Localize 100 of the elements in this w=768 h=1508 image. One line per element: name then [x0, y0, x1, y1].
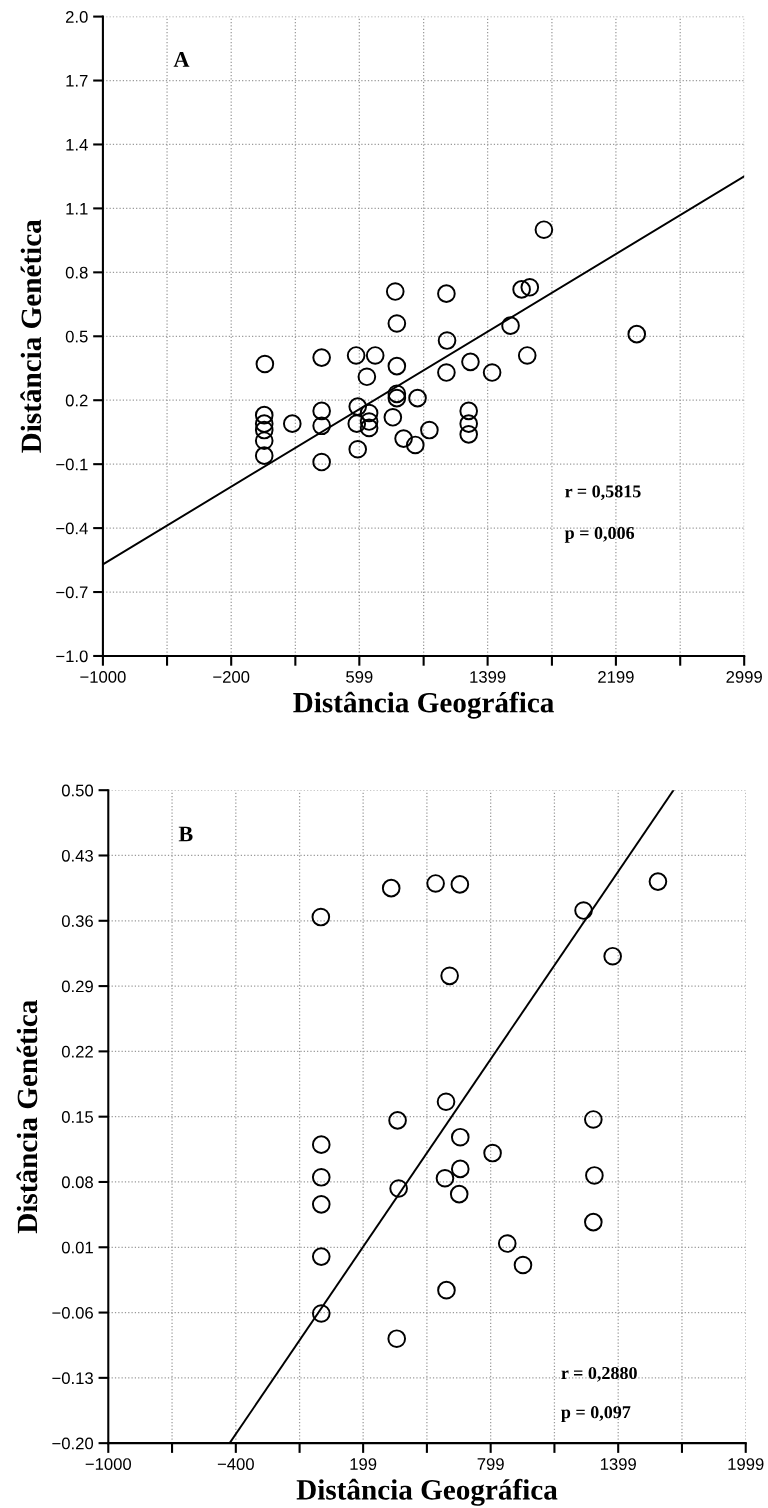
point [408, 388, 427, 408]
y-tick-label: 0.36 [61, 915, 93, 927]
point [311, 1135, 331, 1154]
point [440, 966, 459, 986]
x-tick-label: −400 [217, 1458, 254, 1470]
y-tick-label: −0.20 [52, 1437, 94, 1450]
y-tick-label: 0.5 [65, 330, 88, 343]
point [449, 1184, 469, 1204]
y-axis-title: Distância Genética [20, 219, 42, 453]
point [365, 346, 385, 365]
point [461, 352, 480, 372]
y-tick-label: −0.4 [56, 522, 88, 535]
point [254, 414, 274, 433]
point [254, 431, 274, 451]
x-tick-label: 2199 [598, 671, 634, 683]
point [517, 346, 537, 365]
annotation: B [178, 826, 193, 842]
point [282, 414, 302, 433]
point [359, 412, 379, 431]
point [312, 348, 331, 367]
point [436, 1092, 456, 1112]
point [648, 872, 668, 891]
point [311, 1168, 331, 1187]
point [512, 280, 531, 299]
point [254, 405, 274, 425]
annotation: p = 0,006 [564, 526, 635, 543]
point [534, 220, 554, 240]
y-tick-label: 0.08 [61, 1176, 93, 1189]
x-axis-title: Distância Geográfica [296, 1478, 558, 1506]
x-tick-label: −200 [213, 671, 250, 683]
point [584, 1110, 603, 1129]
y-tick-label: 0.29 [61, 980, 93, 993]
point [420, 420, 439, 440]
point [483, 1143, 502, 1163]
point [359, 418, 379, 438]
x-tick-label: 1999 [728, 1458, 764, 1470]
point [255, 354, 275, 374]
point [459, 425, 478, 444]
y-tick-label: −0.13 [52, 1372, 93, 1385]
point [348, 397, 368, 416]
point [501, 316, 520, 335]
x-tick-label: −1000 [80, 671, 126, 683]
point [347, 414, 367, 433]
point [387, 356, 407, 376]
point [357, 367, 377, 387]
point [381, 878, 401, 898]
point [426, 874, 445, 893]
point [497, 1234, 517, 1253]
x-tick-label: −1000 [85, 1458, 132, 1470]
x-tick-label: 1399 [600, 1458, 636, 1470]
point [311, 1304, 331, 1323]
point [394, 429, 413, 448]
point [435, 1168, 455, 1188]
point [405, 435, 425, 455]
y-tick-label: −0.7 [56, 586, 88, 599]
point [603, 946, 622, 966]
point [387, 314, 407, 333]
y-tick-label: 1.4 [66, 139, 88, 151]
point [437, 284, 456, 303]
point [312, 452, 331, 472]
point [459, 401, 478, 421]
point [450, 1159, 470, 1179]
point [482, 363, 502, 382]
point [437, 363, 456, 382]
annotation: r = 0,2880 [561, 1366, 637, 1382]
annotation: p = 0,097 [561, 1406, 631, 1422]
point [346, 346, 366, 365]
y-tick-label: 0.01 [61, 1241, 93, 1254]
point [520, 277, 540, 297]
y-tick-label: 1.7 [66, 75, 88, 87]
point [311, 1247, 331, 1266]
point [437, 1280, 456, 1300]
point [385, 282, 405, 301]
y-tick-label: 2.0 [66, 10, 88, 23]
point [359, 403, 379, 423]
x-tick-label: 2999 [726, 671, 762, 683]
x-tick-label: 599 [346, 671, 373, 683]
y-tick-label: 0.50 [61, 784, 94, 797]
y-tick-label: 0.8 [65, 266, 88, 279]
point [254, 446, 274, 465]
y-tick-label: 0.22 [61, 1045, 93, 1058]
x-axis-title: Distância Geográfica [293, 691, 554, 719]
annotation: r = 0,5815 [565, 485, 641, 501]
point [450, 1127, 470, 1147]
y-tick-label: 0.43 [61, 849, 93, 862]
y-tick-label: 0.15 [61, 1111, 94, 1123]
y-tick-label: −0.06 [52, 1306, 93, 1319]
point [627, 324, 647, 344]
point [311, 1195, 331, 1214]
x-tick-label: 799 [477, 1458, 504, 1470]
y-tick-label: 0.2 [65, 394, 88, 407]
point [584, 1212, 603, 1232]
y-tick-label: −0.1 [56, 458, 88, 471]
x-tick-label: 199 [350, 1458, 377, 1470]
point [312, 416, 331, 436]
point [311, 907, 331, 927]
point [459, 414, 478, 433]
point [585, 1166, 604, 1185]
point [389, 1179, 408, 1198]
y-axis-title: Distância Genética [16, 1000, 38, 1234]
